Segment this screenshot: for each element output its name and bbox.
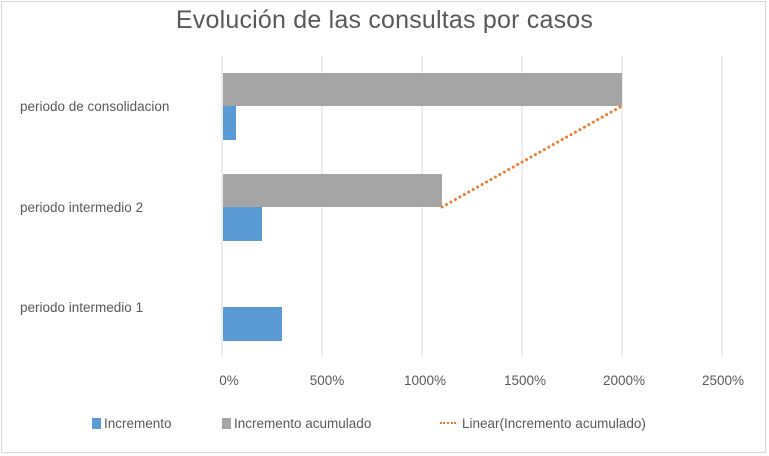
- x-tick-0: 0%: [219, 373, 239, 388]
- bar-incremento-acumulado: [223, 73, 622, 106]
- chart-title: Evolución de las consultas por casos: [175, 6, 594, 34]
- category-label-intermedio-2: periodo intermedio 2: [20, 200, 144, 215]
- x-tick-1000: 1000%: [403, 373, 447, 388]
- bar-incremento: [223, 307, 282, 341]
- legend-swatch-gray-icon: [222, 418, 231, 429]
- x-tick-2000: 2000%: [602, 373, 646, 388]
- x-tick-1500: 1500%: [503, 373, 547, 388]
- bars: [223, 73, 622, 341]
- legend-item-trendline: Linear(Incremento acumulado): [440, 416, 646, 431]
- category-label-consolidacion: periodo de consolidacion: [20, 99, 170, 114]
- legend-label: Incremento acumulado: [234, 416, 372, 431]
- legend-label: Linear(Incremento acumulado): [462, 416, 646, 431]
- legend: Incremento Incremento acumulado Linear(I…: [0, 416, 769, 434]
- bar-incremento: [223, 106, 236, 140]
- legend-item-incremento: Incremento: [92, 416, 172, 431]
- legend-dotted-line-icon: [440, 421, 456, 426]
- legend-item-incremento-acumulado: Incremento acumulado: [222, 416, 371, 431]
- bar-incremento-acumulado: [223, 174, 442, 207]
- x-tick-2500: 2500%: [701, 373, 745, 388]
- legend-label: Incremento: [104, 416, 172, 431]
- trendline: [440, 104, 624, 209]
- category-label-intermedio-1: periodo intermedio 1: [20, 300, 144, 315]
- bar-incremento: [223, 207, 262, 241]
- legend-swatch-blue-icon: [92, 418, 101, 429]
- x-tick-500: 500%: [309, 373, 345, 388]
